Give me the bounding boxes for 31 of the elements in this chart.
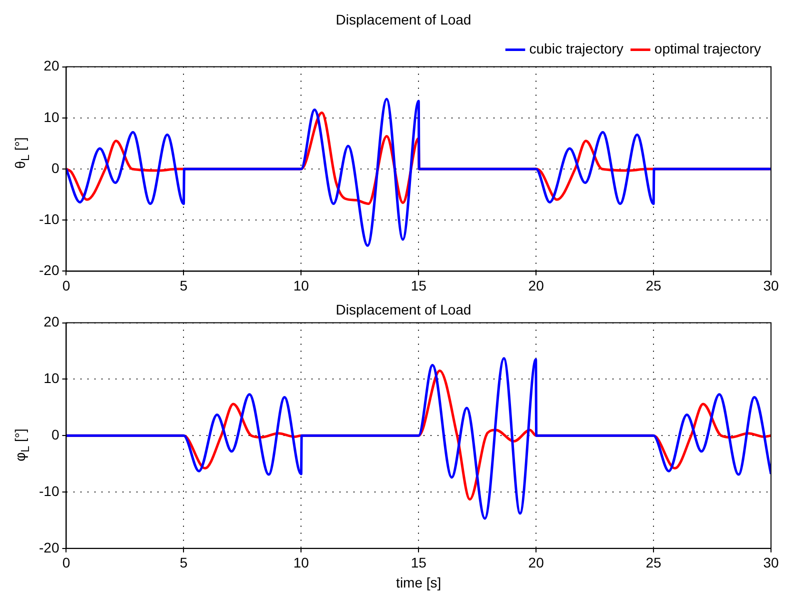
x-tick-label: 25: [646, 277, 662, 294]
y-tick-label: 20: [44, 314, 60, 330]
y-tick-label: 20: [44, 58, 60, 74]
y-tick-label: 10: [44, 108, 60, 125]
x-tick-label: 20: [528, 277, 544, 294]
y-tick-label: -10: [39, 210, 60, 227]
y-tick-label: -10: [39, 482, 60, 499]
chart-title: Displacement of Load: [336, 301, 472, 318]
x-tick-label: 25: [646, 554, 662, 571]
y-tick-label: -20: [39, 539, 60, 556]
x-axis-title: time [s]: [396, 574, 442, 590]
x-tick-label: 5: [180, 277, 188, 294]
x-tick-label: 15: [410, 277, 427, 294]
x-tick-label: 0: [62, 277, 70, 294]
y-tick-label: 10: [44, 370, 60, 386]
x-tick-label: 15: [410, 554, 427, 571]
x-tick-label: 20: [528, 554, 544, 571]
line-series: [66, 98, 771, 247]
x-tick-label: 10: [293, 554, 310, 571]
line-series: [66, 357, 771, 520]
chart-title: Displacement of Load: [336, 11, 472, 28]
y-tick-label: 0: [51, 426, 60, 442]
legend-label: cubic trajectory: [529, 40, 624, 57]
x-tick-label: 30: [763, 554, 779, 571]
legend-label: optimal trajectory: [654, 40, 761, 57]
x-tick-label: 30: [763, 277, 779, 294]
x-tick-label: 10: [293, 277, 310, 294]
x-tick-label: 0: [62, 554, 70, 571]
y-tick-label: -20: [39, 262, 60, 278]
x-tick-label: 5: [180, 554, 188, 571]
y-tick-label: 0: [51, 160, 60, 176]
